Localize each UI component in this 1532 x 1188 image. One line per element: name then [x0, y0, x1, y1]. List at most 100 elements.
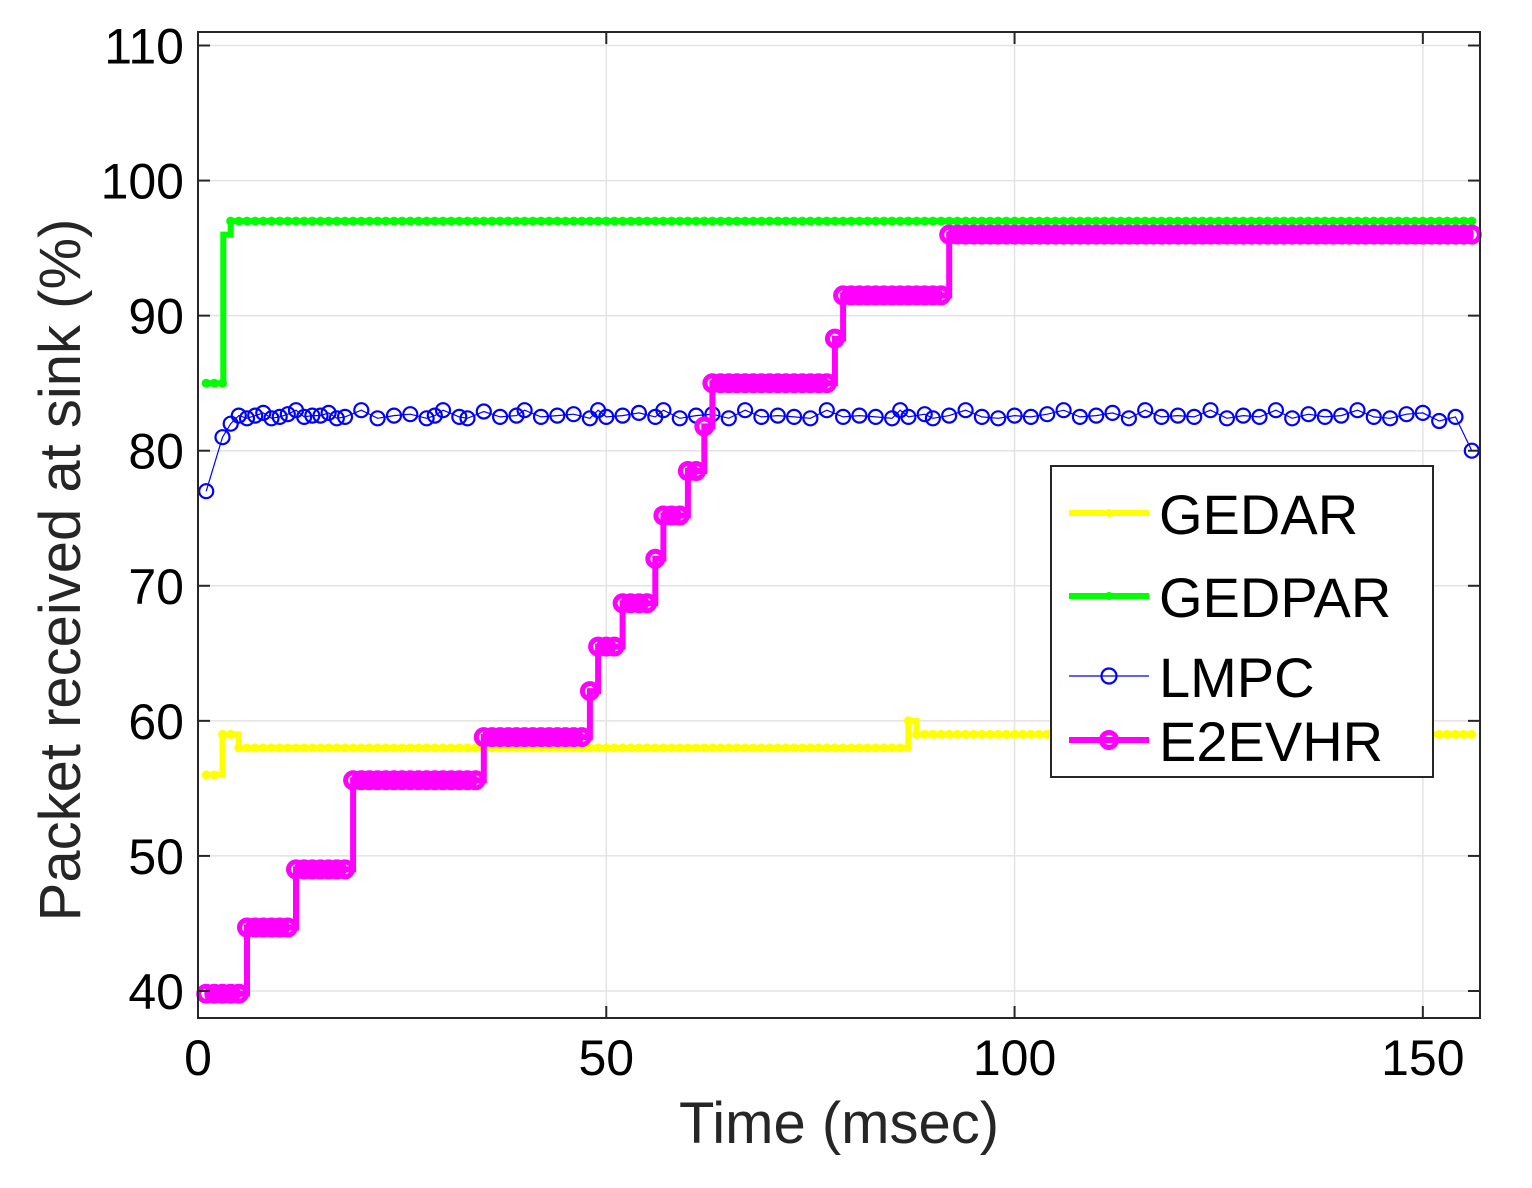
data-point: [198, 483, 215, 500]
data-point: [952, 216, 962, 226]
data-point: [1365, 408, 1382, 425]
data-point: [924, 410, 942, 427]
data-point: [1108, 216, 1117, 226]
data-point: [642, 216, 652, 226]
data-point: [1189, 216, 1199, 226]
data-point: [993, 216, 1003, 226]
data-point: [941, 407, 958, 424]
data-point: [1026, 729, 1036, 739]
data-point: [830, 743, 840, 753]
legend-swatch-marker: [1100, 667, 1118, 685]
data-point: [299, 743, 309, 753]
data-point: [658, 216, 668, 226]
data-point: [691, 743, 701, 753]
data-point: [985, 216, 995, 226]
y-tick-label: 100: [101, 154, 184, 210]
data-point: [789, 216, 799, 226]
data-point: [242, 216, 252, 226]
data-point: [565, 406, 582, 423]
data-point: [1426, 216, 1436, 226]
data-point: [271, 408, 288, 425]
data-point: [887, 216, 897, 226]
legend-entry-lmpc: LMPC: [1069, 646, 1315, 709]
data-point: [667, 743, 677, 753]
data-point: [879, 216, 889, 226]
data-point: [247, 407, 264, 424]
data-point: [1295, 216, 1305, 226]
data-point: [867, 408, 884, 425]
data-point: [563, 727, 584, 748]
data-point: [765, 216, 775, 226]
legend-entry-e2evhr: E2EVHR: [1069, 710, 1383, 773]
data-point: [324, 743, 334, 753]
data-point: [1320, 216, 1330, 226]
data-point: [1018, 729, 1028, 739]
data-point: [658, 743, 668, 753]
data-point: [1022, 408, 1040, 425]
data-point: [634, 743, 644, 753]
data-point: [969, 729, 979, 739]
data-point: [1120, 410, 1138, 427]
y-tick-label: 40: [128, 964, 184, 1020]
data-point: [626, 743, 636, 753]
data-point: [577, 216, 587, 226]
x-tick-label: 0: [184, 1030, 212, 1086]
data-point: [457, 770, 478, 791]
data-point: [373, 216, 383, 226]
legend-label: GEDPAR: [1159, 566, 1391, 629]
data-point: [1344, 216, 1354, 226]
data-point: [495, 216, 505, 226]
data-point: [1369, 216, 1379, 226]
data-point: [1091, 216, 1101, 226]
data-point: [895, 216, 905, 226]
data-point: [814, 743, 824, 753]
data-point: [1246, 216, 1256, 226]
data-point: [931, 285, 952, 306]
data-point: [381, 216, 391, 226]
series-line-lmpc: [205, 409, 1473, 492]
data-point: [1263, 216, 1273, 226]
data-point: [1197, 216, 1207, 226]
data-point: [765, 743, 775, 753]
data-point: [805, 743, 815, 753]
data-point: [969, 216, 979, 226]
legend-label: LMPC: [1159, 646, 1315, 709]
data-point: [230, 407, 247, 424]
data-point: [748, 743, 758, 753]
data-point: [348, 216, 358, 226]
y-tick-label: 110: [104, 19, 184, 75]
data-point: [1393, 216, 1403, 226]
data-point: [1414, 404, 1431, 421]
data-point: [1001, 729, 1011, 739]
data-point: [1165, 216, 1175, 226]
data-point: [307, 743, 317, 753]
data-point: [328, 410, 345, 427]
data-point: [312, 407, 329, 424]
data-point: [316, 216, 325, 226]
data-point: [220, 983, 241, 1004]
data-point: [552, 216, 562, 226]
data-point: [234, 216, 244, 226]
y-tick-label: 70: [128, 559, 184, 615]
data-point: [304, 407, 321, 424]
data-point: [1222, 216, 1232, 226]
data-point: [503, 216, 513, 226]
data-point: [1059, 216, 1069, 226]
data-point: [532, 408, 550, 425]
data-point: [1034, 216, 1044, 226]
data-point: [1418, 216, 1428, 226]
data-point: [209, 770, 219, 780]
data-point: [650, 743, 660, 753]
data-point: [430, 743, 440, 753]
data-point: [675, 743, 685, 753]
data-point: [1459, 216, 1469, 226]
x-axis-label: Time (msec): [679, 1091, 999, 1156]
data-point: [405, 743, 415, 753]
data-point: [846, 216, 856, 226]
data-point: [871, 743, 881, 753]
data-point: [1018, 216, 1028, 226]
data-point: [320, 404, 337, 421]
legend-swatch-marker: [1099, 730, 1119, 750]
